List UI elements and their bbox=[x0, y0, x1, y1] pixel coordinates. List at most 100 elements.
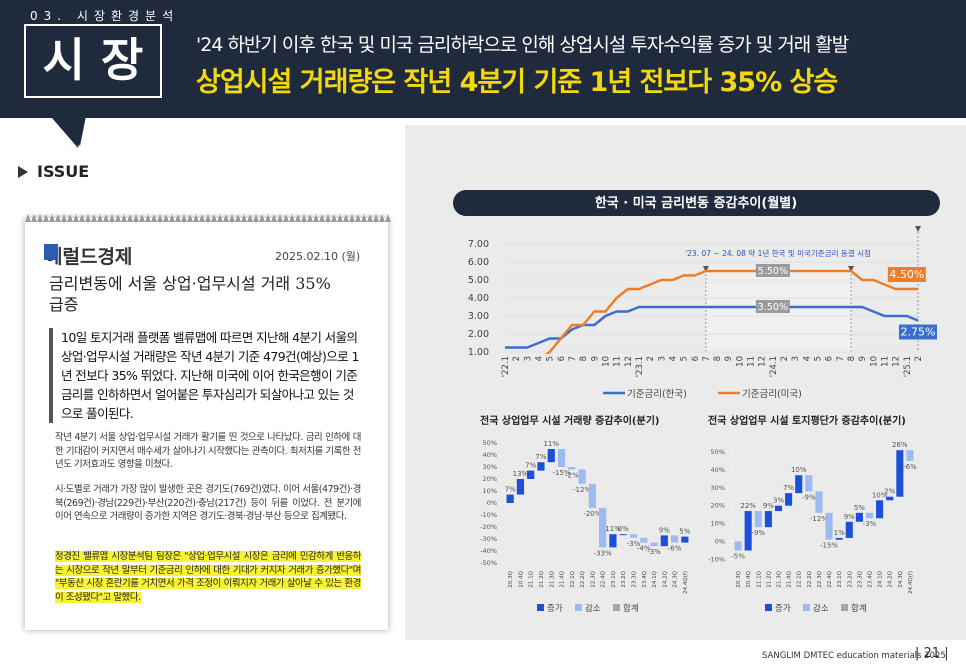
x-tick-label: '23.1 bbox=[635, 356, 645, 377]
y-tick-label: -20% bbox=[480, 523, 497, 531]
x-tick-label: 7 bbox=[836, 356, 846, 361]
waterfall-bar bbox=[568, 467, 576, 470]
value-label: 10% bbox=[872, 491, 888, 499]
y-tick-label: 20% bbox=[711, 502, 725, 510]
x-tick-label: 12 bbox=[624, 356, 634, 367]
issue-label: ISSUE bbox=[37, 162, 90, 181]
y-tick-label: 10% bbox=[483, 487, 497, 495]
y-tick-label: 30% bbox=[711, 484, 725, 492]
waterfall-bar bbox=[855, 512, 863, 522]
rate-line bbox=[545, 269, 918, 354]
value-label: -3% bbox=[863, 520, 877, 528]
waterfall-bar bbox=[825, 512, 833, 540]
legend-swatch bbox=[803, 604, 810, 611]
value-label: 4.50% bbox=[889, 268, 924, 281]
x-tick-label: 22.4Q bbox=[827, 570, 833, 587]
x-tick-label: 9 bbox=[724, 356, 734, 361]
waterfall-bar bbox=[660, 535, 668, 547]
waterfall-bar bbox=[876, 500, 884, 519]
x-tick-label: 3 bbox=[791, 356, 801, 361]
chart-title: 전국 상업업무 시설 토지평단가 증감추이(분기) bbox=[708, 414, 906, 427]
value-label: -2% bbox=[565, 471, 579, 479]
waterfall-bar bbox=[640, 537, 648, 543]
x-tick-label: '24.1 bbox=[769, 356, 779, 377]
y-tick-label: 10% bbox=[711, 520, 725, 528]
waterfall-bar bbox=[599, 507, 607, 548]
value-label: -9% bbox=[802, 493, 816, 501]
chart-title: 전국 상업업무 시설 거래량 증감추이(분기) bbox=[480, 414, 659, 427]
waterfall-bar bbox=[537, 462, 545, 471]
value-label: -4% bbox=[637, 545, 651, 553]
x-tick-label: 20.4Q bbox=[518, 570, 524, 587]
waterfall-bar bbox=[815, 491, 823, 513]
x-tick-label: 22.3Q bbox=[590, 570, 596, 587]
legend-label: 증가 bbox=[775, 604, 791, 614]
x-tick-label: 9 bbox=[858, 356, 868, 361]
waterfall-bar bbox=[506, 494, 514, 503]
value-label: 3.50% bbox=[758, 302, 788, 313]
value-label: 5% bbox=[679, 528, 690, 536]
waterfall-bar bbox=[865, 512, 874, 519]
waterfall-bar bbox=[516, 479, 525, 495]
waterfall-bar bbox=[845, 521, 853, 538]
x-tick-label: 24.4Q(f) bbox=[683, 571, 689, 594]
x-tick-label: 21.2Q bbox=[766, 570, 772, 587]
value-label: -15% bbox=[820, 542, 838, 550]
value-label: 26% bbox=[892, 441, 908, 449]
article-date: 2025.02.10 (월) bbox=[275, 250, 361, 263]
header-tail-layer bbox=[55, 116, 86, 146]
x-tick-label: 24.4Q(f) bbox=[908, 571, 914, 594]
x-tick-label: 3 bbox=[657, 356, 667, 361]
value-label: -6% bbox=[903, 463, 917, 471]
end-marker bbox=[915, 226, 921, 232]
x-tick-label: 24.3Q bbox=[898, 570, 904, 587]
value-label: 10% bbox=[791, 466, 807, 474]
legend-label: 기준금리(한국) bbox=[627, 389, 687, 400]
y-tick-label: -10% bbox=[708, 555, 725, 563]
value-label: 22% bbox=[740, 502, 756, 510]
y-tick-label: 5.00 bbox=[468, 275, 489, 286]
page-number-text: 21 bbox=[923, 646, 941, 661]
x-tick-label: 20.3Q bbox=[508, 570, 514, 587]
x-tick-label: 24.2Q bbox=[888, 570, 894, 587]
x-tick-label: 6 bbox=[557, 356, 567, 361]
x-tick-label: 21.4Q bbox=[787, 570, 793, 587]
y-tick-label: -10% bbox=[480, 511, 497, 519]
x-tick-label: 7 bbox=[568, 356, 578, 361]
badge: 시 장 bbox=[24, 24, 162, 98]
x-tick-label: 12 bbox=[758, 356, 768, 367]
legend-swatch bbox=[537, 604, 544, 611]
x-tick-label: 4 bbox=[534, 356, 544, 361]
x-tick-label: 6 bbox=[691, 356, 701, 361]
x-tick-label: 20.4Q bbox=[746, 570, 752, 587]
x-tick-label: 22.2Q bbox=[580, 570, 586, 587]
x-tick-label: 6 bbox=[825, 356, 835, 361]
x-tick-label: 8 bbox=[579, 356, 589, 361]
waterfall-bar bbox=[557, 449, 566, 467]
y-tick-label: 40% bbox=[483, 451, 497, 459]
subtitle: '24 하반기 이후 한국 및 미국 금리하락으로 인해 상업시설 투자수익률 … bbox=[196, 34, 849, 56]
value-label: -5% bbox=[731, 552, 745, 560]
value-label-box bbox=[887, 267, 926, 282]
legend-swatch bbox=[765, 604, 772, 611]
x-tick-label: 21.2Q bbox=[539, 570, 545, 587]
value-label: 2.75% bbox=[901, 326, 936, 339]
x-tick-label: 5 bbox=[546, 356, 556, 361]
paper-name: 헤럴드경제 bbox=[45, 246, 133, 268]
y-tick-label: 2.00 bbox=[468, 329, 489, 340]
y-tick-label: 3.00 bbox=[468, 311, 489, 322]
footer-brand: SANGLIM DMTEC education materials 2025 bbox=[762, 651, 946, 661]
x-tick-label: '22.1 bbox=[501, 356, 511, 377]
x-tick-label: 4 bbox=[802, 356, 812, 361]
freeze-marker bbox=[702, 266, 709, 272]
x-tick-label: '25.1 bbox=[903, 356, 913, 377]
value-label: -3% bbox=[627, 540, 641, 548]
x-tick-label: 10 bbox=[601, 356, 611, 367]
value-label: -15% bbox=[552, 469, 570, 477]
article-lead: 10일 토지거래 플랫폼 밸류맵에 따르면 지난해 4분기 서울의 상업·업무시… bbox=[49, 328, 361, 423]
value-label: 1% bbox=[834, 529, 845, 537]
value-label: -3% bbox=[647, 548, 661, 556]
value-label: 9% bbox=[659, 526, 670, 534]
x-tick-label: 3 bbox=[523, 356, 533, 361]
